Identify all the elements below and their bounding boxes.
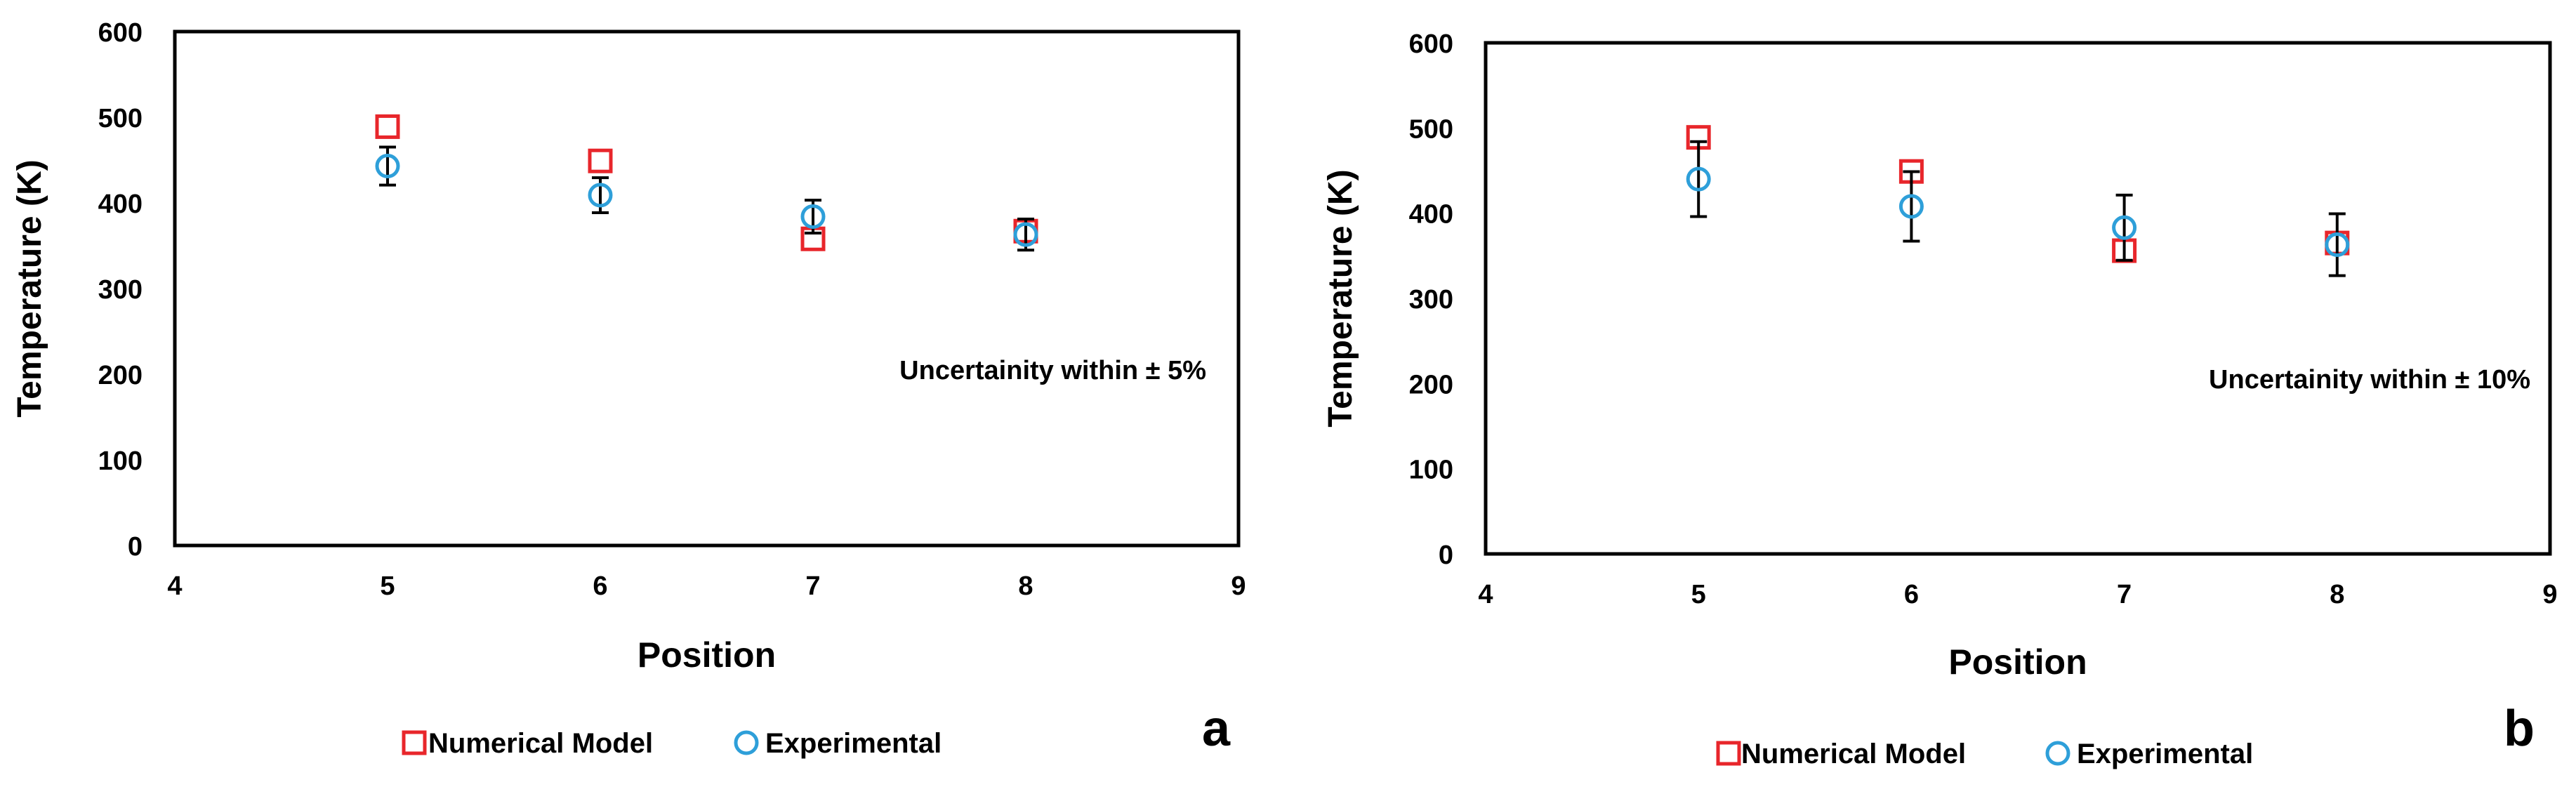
x-tick-label: 8 [1018, 571, 1033, 601]
experimental-point [1686, 166, 1711, 192]
y-tick-label: 200 [98, 361, 143, 390]
experimental-point [1013, 222, 1038, 247]
y-tick-label: 600 [98, 18, 143, 48]
experimental-point [800, 204, 826, 230]
legend-numerical-model-marker [1716, 741, 1741, 766]
plot-area-frame [173, 29, 1241, 548]
x-tick-label: 9 [2542, 580, 2557, 609]
numerical-model-point [588, 148, 613, 173]
y-axis-label: Temperature (K) [1322, 169, 1359, 427]
series-square [375, 114, 1038, 251]
uncertainty-annotation: Uncertainity within ± 10% [2209, 365, 2530, 395]
y-tick-label: 300 [1409, 285, 1453, 315]
legend-experimental-marker [2045, 741, 2070, 766]
uncertainty-annotation: Uncertainity within ± 5% [899, 356, 1206, 385]
x-tick-label: 4 [167, 571, 182, 601]
y-tick-label: 200 [1409, 370, 1453, 399]
experimental-point [375, 154, 400, 179]
x-tick-label: 5 [1691, 580, 1706, 609]
y-tick-label: 0 [1439, 541, 1453, 570]
x-tick-label: 7 [805, 571, 820, 601]
legend: Numerical Model Experimental [402, 728, 942, 759]
x-axis-label: Position [638, 635, 776, 675]
y-tick-label: 100 [1409, 456, 1453, 485]
experimental-point [2112, 215, 2137, 240]
y-tick-label: 500 [1409, 114, 1453, 144]
legend: Numerical Model Experimental [1716, 739, 2253, 769]
panel-label: a [1202, 701, 1231, 757]
y-tick-label: 600 [1409, 29, 1453, 59]
series-circle [1686, 140, 2350, 277]
x-axis-label: Position [1948, 642, 2087, 682]
legend-experimental-label: Experimental [765, 728, 942, 759]
x-tick-label: 6 [1904, 580, 1919, 609]
series-square [1686, 125, 2350, 263]
panel-label: b [2504, 701, 2535, 757]
x-tick-label: 4 [1478, 580, 1493, 609]
chart-panel-a: 0 100 200 300 400 500 600 4 5 6 7 8 9 Temperature (K)… [11, 18, 1246, 759]
experimental-point [2325, 232, 2350, 258]
legend-numerical-model-label: Numerical Model [1741, 739, 1966, 769]
chart-panel-b: 0 100 200 300 400 500 600 4 5 6 7 8 9 Temperature (K)… [1322, 29, 2558, 769]
legend-experimental-label: Experimental [2077, 739, 2253, 769]
x-tick-label: 9 [1231, 571, 1246, 601]
y-tick-label: 400 [98, 190, 143, 219]
x-tick-label: 7 [2117, 580, 2132, 609]
experimental-point [588, 183, 613, 208]
legend-numerical-model-marker [402, 730, 427, 755]
series-circle [375, 145, 1038, 252]
x-tick-label: 5 [380, 571, 395, 601]
experimental-point [1898, 194, 1924, 219]
y-tick-label: 300 [98, 275, 143, 305]
legend-experimental-marker [734, 730, 759, 755]
y-tick-label: 0 [128, 532, 143, 562]
plot-area-frame [1484, 41, 2552, 556]
x-tick-label: 8 [2330, 580, 2344, 609]
y-tick-label: 100 [98, 446, 143, 476]
y-tick-label: 500 [98, 104, 143, 133]
numerical-model-point [375, 114, 400, 139]
y-tick-label: 400 [1409, 200, 1453, 230]
x-tick-label: 6 [593, 571, 607, 601]
legend-numerical-model-label: Numerical Model [428, 728, 653, 759]
y-axis-label: Temperature (K) [11, 159, 48, 417]
